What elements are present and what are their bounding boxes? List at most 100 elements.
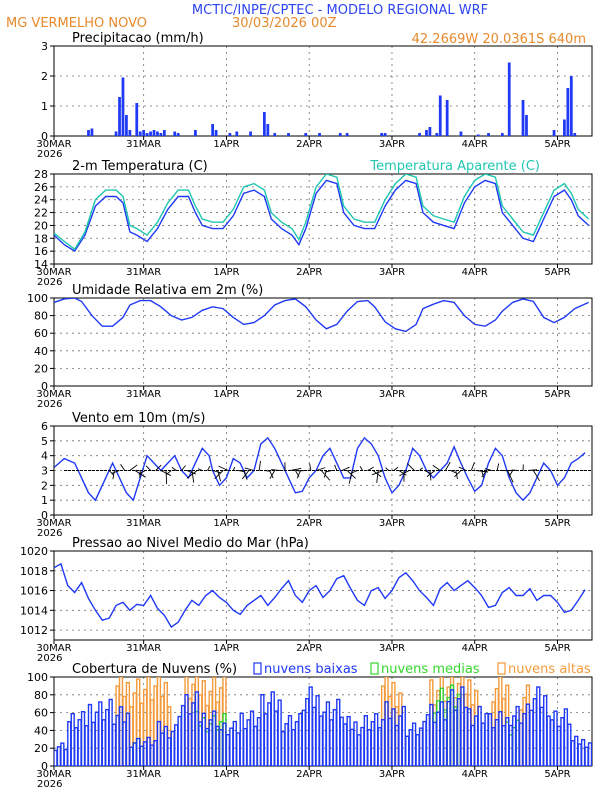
precip-xtick-label: 5APR xyxy=(544,139,570,150)
cloud-bar-nuvens-baixas xyxy=(73,727,79,766)
temp-line-Temperatura-Aparente-C- xyxy=(54,174,590,251)
wind-arrow xyxy=(508,470,514,477)
wind-arrow xyxy=(419,467,423,471)
cloud-legend-box xyxy=(497,662,506,675)
precip-bar xyxy=(507,62,511,136)
cloud-bar-nuvens-baixas xyxy=(156,720,162,766)
cloud-bar-nuvens-baixas xyxy=(122,721,127,766)
pressure-xtick-label: 5APR xyxy=(544,643,570,654)
cloud-bar-nuvens-baixas xyxy=(80,711,86,766)
cloud-bar-nuvens-baixas xyxy=(318,715,324,766)
pressure-xtick-label: 4APR xyxy=(462,643,488,654)
cloud-bar-nuvens-baixas xyxy=(180,704,186,766)
humidity-xtick-label: 5APR xyxy=(544,389,570,400)
cloud-bar-nuvens-baixas xyxy=(467,708,472,766)
wind-xtick-label: 5APR xyxy=(544,518,570,529)
cloud-bar-nuvens-baixas xyxy=(398,715,403,766)
precip-bar xyxy=(438,95,442,136)
cloud-bar-nuvens-baixas xyxy=(129,746,134,766)
cloud-bar-nuvens-baixas xyxy=(142,741,148,766)
cloud-bar-nuvens-baixas xyxy=(360,726,365,766)
cloud-bar-nuvens-baixas xyxy=(425,714,431,766)
wind-arrow xyxy=(507,470,514,483)
temp-ytick-label: 28 xyxy=(34,168,48,181)
cloud-bar-nuvens-baixas xyxy=(370,721,375,766)
precip-frame xyxy=(53,45,593,137)
cloud-bar-nuvens-baixas xyxy=(494,719,500,766)
cloud-bar-nuvens-baixas xyxy=(529,709,534,766)
clouds-ytick-label: 60 xyxy=(34,707,48,720)
cloud-legend-label: nuvens altas xyxy=(508,662,591,677)
wind-title: Vento em 10m (m/s) xyxy=(72,411,205,426)
precip-bar xyxy=(500,133,504,136)
pressure-xtick-label: 3APR xyxy=(379,643,405,654)
clouds-xtick-label: 5APR xyxy=(544,769,570,780)
cloud-bar-nuvens-baixas xyxy=(84,725,89,766)
temp-xtick-label: 1APR xyxy=(213,267,239,278)
precip-bar xyxy=(87,130,90,136)
cloud-bar-nuvens-baixas xyxy=(380,719,386,766)
clouds-xtick-label: 4APR xyxy=(462,769,488,780)
cloud-bar-nuvens-baixas xyxy=(518,722,524,766)
cloud-bar-nuvens-baixas xyxy=(253,725,258,766)
precip-bar xyxy=(425,130,428,136)
cloud-bar-nuvens-baixas xyxy=(415,733,420,766)
cloud-bar-nuvens-baixas xyxy=(54,749,58,766)
temp-ytick-label: 16 xyxy=(34,245,48,258)
humidity-plot xyxy=(54,298,589,333)
precip-bar xyxy=(525,115,528,136)
cloud-legend-box xyxy=(253,662,262,675)
cloud-bar-nuvens-baixas xyxy=(363,715,369,766)
precip-bar xyxy=(428,127,432,136)
cloud-bar-nuvens-baixas xyxy=(439,701,444,766)
cloud-bar-nuvens-baixas xyxy=(305,697,310,766)
clouds-xtick-label: 3APR xyxy=(379,769,405,780)
precip-bar xyxy=(121,77,125,136)
cloud-bar-nuvens-baixas xyxy=(339,716,344,766)
cloud-legend-label: nuvens medias xyxy=(381,662,480,677)
temp-plot xyxy=(54,174,590,253)
wind-arrow xyxy=(470,462,475,471)
wind-xtick-label: 1APR xyxy=(213,518,239,529)
wind-arrow xyxy=(241,470,250,480)
cloud-bar-nuvens-baixas xyxy=(239,712,244,766)
temp-year-label: 2026 xyxy=(37,277,62,288)
humidity-ytick-label: 100 xyxy=(27,292,48,305)
wind-arrow xyxy=(165,470,172,475)
clouds-xtick-label: 31MAR xyxy=(126,769,161,780)
cloud-bar-nuvens-baixas xyxy=(322,711,327,766)
wind-ytick-label: 4 xyxy=(41,450,48,463)
wind-arrow xyxy=(481,470,488,478)
cloud-bar-nuvens-baixas xyxy=(222,722,227,766)
cloud-bar-nuvens-baixas xyxy=(463,706,469,766)
pressure-xtick-label: 2APR xyxy=(296,643,322,654)
cloud-bar-nuvens-baixas xyxy=(315,695,320,766)
precip-bar xyxy=(138,131,142,136)
humidity-xtick-label: 1APR xyxy=(213,389,239,400)
temp-xtick-label: 2APR xyxy=(296,267,322,278)
cloud-bar-nuvens-baixas xyxy=(139,745,144,766)
temp-line-Temperatura-C- xyxy=(54,179,590,253)
cloud-bar-nuvens-baixas xyxy=(174,724,179,766)
wind-plot xyxy=(54,436,592,502)
cloud-bar-nuvens-baixas xyxy=(277,699,282,766)
clouds-ytick-label: 0 xyxy=(41,760,48,773)
cloud-bar-nuvens-baixas xyxy=(532,697,538,766)
cloud-bar-nuvens-baixas xyxy=(215,725,220,766)
wind-arrow xyxy=(334,464,338,471)
precip-xtick-label: 2APR xyxy=(296,139,322,150)
cloud-bar-nuvens-baixas xyxy=(87,703,93,766)
wind-arrow xyxy=(532,470,541,482)
cloud-bar-nuvens-baixas xyxy=(263,713,269,766)
precip-bar xyxy=(214,130,218,136)
cloud-bar-nuvens-baixas xyxy=(346,715,351,766)
cloud-bar-nuvens-baixas xyxy=(491,727,496,766)
humidity-ytick-label: 20 xyxy=(34,362,48,375)
cloud-bar-nuvens-baixas xyxy=(574,735,579,766)
precip-bar xyxy=(128,130,132,136)
temp-legend: Temperatura Aparente (C) xyxy=(369,159,540,174)
cloud-bar-nuvens-baixas xyxy=(146,736,151,766)
clouds-ytick-label: 100 xyxy=(27,671,48,684)
cloud-bar-nuvens-baixas xyxy=(553,710,558,766)
